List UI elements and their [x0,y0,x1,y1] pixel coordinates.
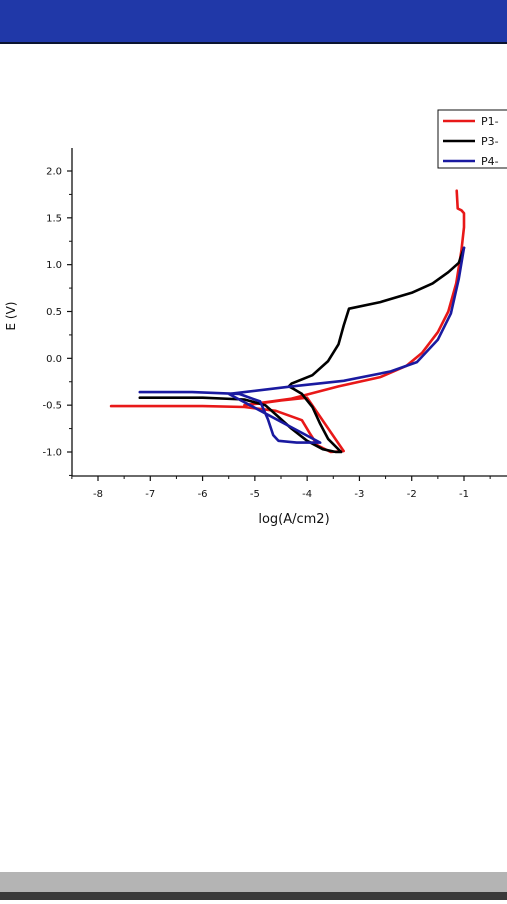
legend-label-p3: P3- [481,135,499,148]
y-tick-label: 2.0 [46,167,62,178]
y-tick-label: 0.0 [46,354,62,365]
axes-layer: -1.0 -0.5 0.0 0.5 1.0 1.5 2.0 -8 -7 -6 -5 -4 -3 -2 -1 [42,148,507,500]
x-tick-label: -6 [198,489,208,500]
y-tick-label: -0.5 [42,401,62,412]
series-line-p1 [109,189,466,454]
bottom-bar-dark [0,892,507,900]
y-axis-label: E (V) [4,302,18,331]
x-tick-label: -3 [354,489,364,500]
bottom-bar-light [0,872,507,892]
x-tick-label: -2 [407,489,417,500]
legend: P1- P3- P4- [437,109,507,169]
x-tick-label: -5 [250,489,260,500]
top-app-bar [0,0,507,44]
y-tick-label: 0.5 [46,307,62,318]
legend-box [437,109,507,169]
x-tick-label: -1 [459,489,469,500]
series-layer [109,189,466,454]
series-line-p3 [138,246,466,454]
y-tick-label: -1.0 [42,448,62,459]
legend-label-p4: P4- [481,155,499,168]
y-tick-label: 1.5 [46,213,62,224]
y-tick-label: 1.0 [46,260,62,271]
legend-label-p1: P1- [481,115,499,128]
x-tick-label: -8 [93,489,103,500]
series-line-p4 [138,246,466,444]
x-tick-label: -7 [145,489,155,500]
x-axis-label: log(A/cm2) [258,512,329,527]
x-tick-label: -4 [302,489,312,500]
